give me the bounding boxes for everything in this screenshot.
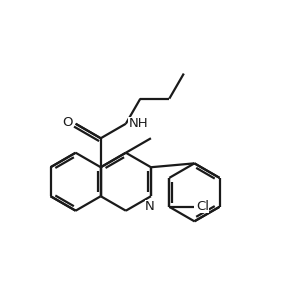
Text: NH: NH — [128, 117, 148, 130]
Text: N: N — [145, 200, 154, 213]
Text: O: O — [62, 116, 73, 129]
Text: Cl: Cl — [197, 200, 209, 213]
